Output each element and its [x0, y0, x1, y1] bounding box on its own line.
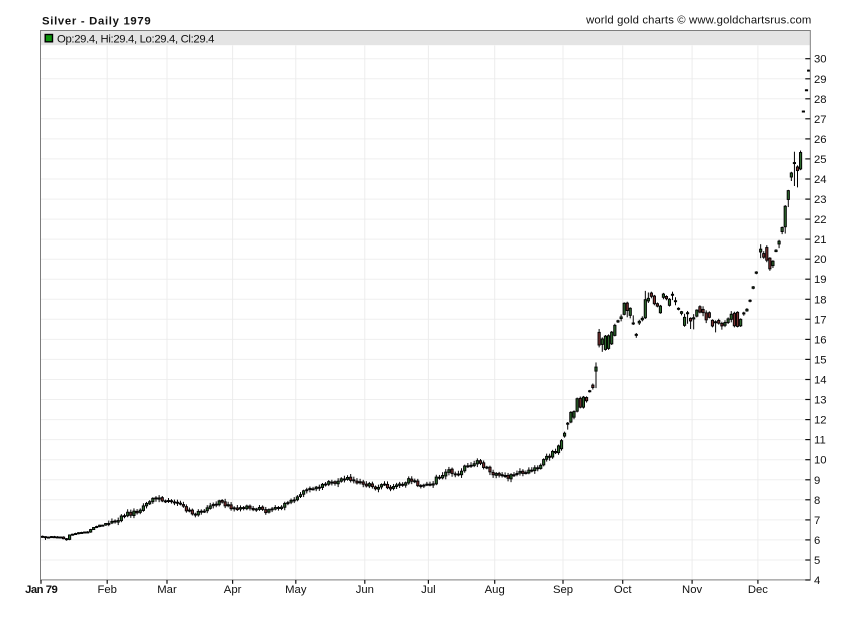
svg-text:30: 30: [814, 54, 827, 66]
svg-text:9: 9: [814, 475, 820, 487]
svg-text:18: 18: [814, 294, 827, 306]
svg-text:Apr: Apr: [224, 584, 242, 596]
svg-text:24: 24: [814, 174, 827, 186]
svg-text:Nov: Nov: [682, 584, 702, 596]
svg-text:10: 10: [814, 455, 827, 467]
svg-text:Silver - Daily 1979: Silver - Daily 1979: [42, 16, 151, 28]
svg-text:15: 15: [814, 354, 827, 366]
svg-text:7: 7: [814, 515, 820, 527]
svg-text:23: 23: [814, 194, 827, 206]
svg-text:Sep: Sep: [553, 584, 573, 596]
svg-text:20: 20: [814, 254, 827, 266]
svg-text:8: 8: [814, 495, 820, 507]
svg-text:May: May: [285, 584, 307, 596]
svg-text:16: 16: [814, 334, 827, 346]
svg-text:22: 22: [814, 214, 827, 226]
svg-text:13: 13: [814, 395, 827, 407]
svg-text:Aug: Aug: [485, 584, 505, 596]
svg-text:19: 19: [814, 274, 827, 286]
svg-text:25: 25: [814, 154, 827, 166]
svg-text:29: 29: [814, 74, 827, 86]
svg-text:Jan 79: Jan 79: [25, 584, 57, 596]
svg-text:Feb: Feb: [97, 584, 116, 596]
svg-text:world gold charts © www.goldch: world gold charts © www.goldchartsrus.co…: [585, 15, 811, 27]
svg-text:21: 21: [814, 234, 827, 246]
svg-text:14: 14: [814, 375, 827, 387]
svg-text:12: 12: [814, 415, 827, 427]
svg-text:5: 5: [814, 555, 820, 567]
svg-text:4: 4: [814, 575, 820, 587]
svg-text:Dec: Dec: [748, 584, 768, 596]
svg-text:17: 17: [814, 314, 827, 326]
svg-text:6: 6: [814, 535, 820, 547]
svg-text:27: 27: [814, 114, 827, 126]
svg-text:Jul: Jul: [421, 584, 435, 596]
svg-text:11: 11: [814, 435, 826, 447]
svg-text:Op:29.4, Hi:29.4, Lo:29.4, Cl:: Op:29.4, Hi:29.4, Lo:29.4, Cl:29.4: [57, 33, 214, 45]
svg-text:28: 28: [814, 94, 827, 106]
svg-text:Mar: Mar: [157, 584, 177, 596]
svg-text:Jun: Jun: [356, 584, 374, 596]
svg-text:26: 26: [814, 134, 827, 146]
svg-text:Oct: Oct: [614, 584, 632, 596]
